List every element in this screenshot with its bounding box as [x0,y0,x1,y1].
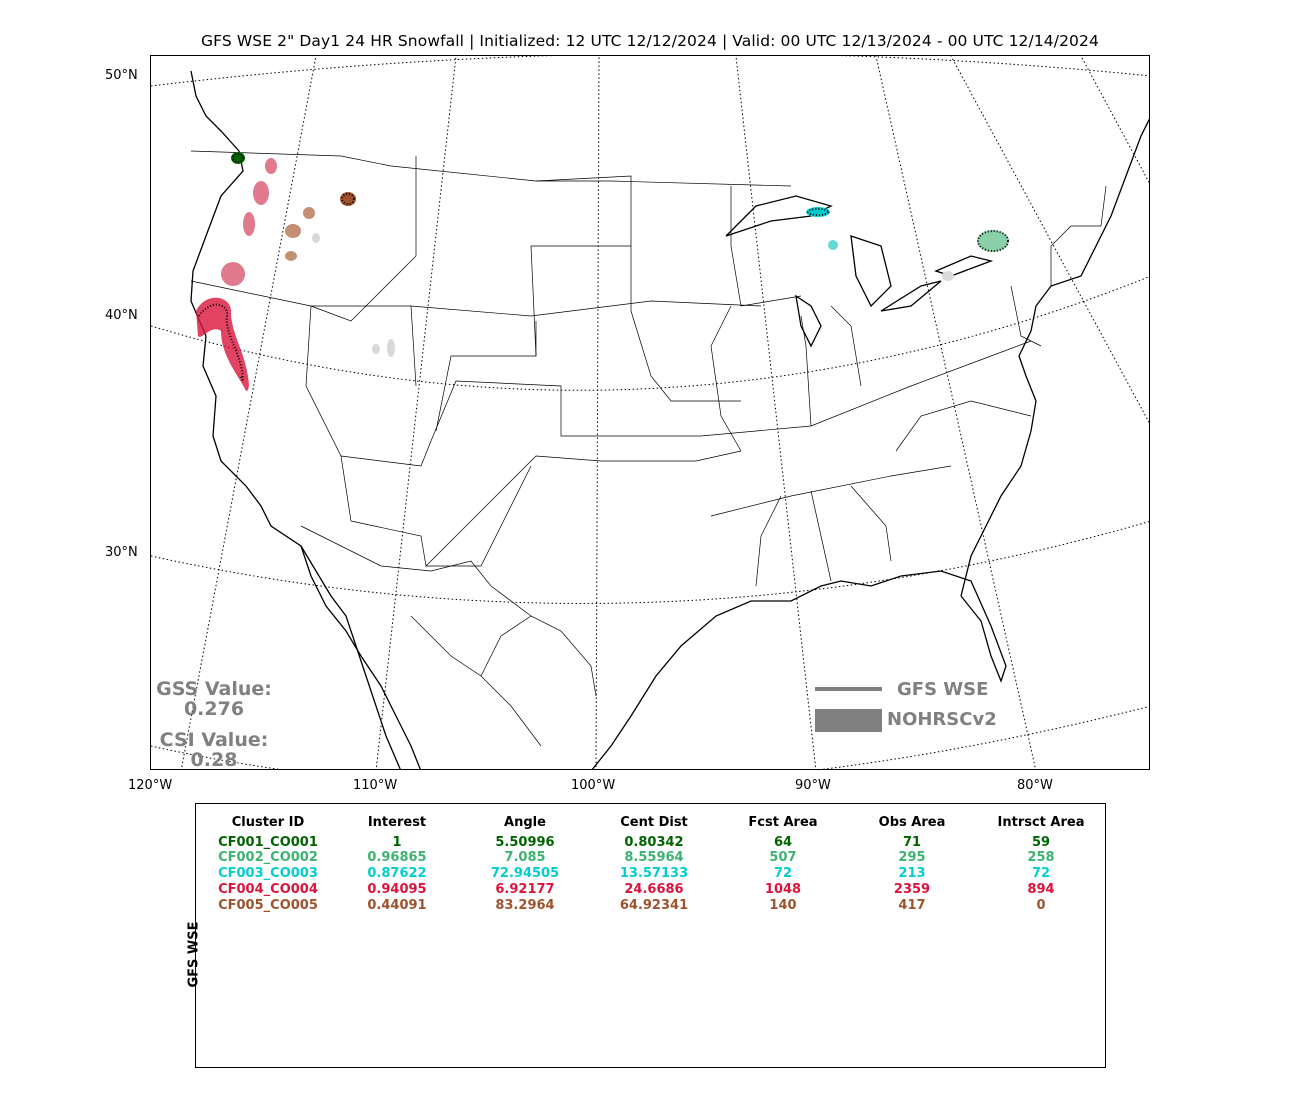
cluster-cf003-extra [828,240,838,250]
lon-label-80: 80°W [1017,778,1053,793]
gss-label: GSS Value: [156,678,272,700]
table-cell: 72 [1031,866,1051,881]
col-header-interest: Interest [367,815,427,830]
table-cell: 2359 [893,882,931,897]
table-cell: 71 [902,835,922,850]
legend-forecast-line [815,687,882,691]
col-header-obs-area: Obs Area [878,815,946,830]
table-cell: CF004_CO004 [218,882,318,897]
table-cell: 0.96865 [367,850,427,865]
cluster-cf004-fcst [198,303,244,381]
col-header-fcst-area: Fcst Area [748,815,818,830]
table-cell: 64.92341 [619,898,689,913]
table-cell: 24.6686 [624,882,684,897]
table-cell: 72 [773,866,793,881]
lon-label-120: 120°W [128,778,173,793]
col-header-intrsct-area: Intrsct Area [997,815,1085,830]
table-cell: 0.94095 [367,882,427,897]
cluster-table [195,803,1106,1068]
table-cell: 0.87622 [367,866,427,881]
table-cell: 13.57133 [619,866,689,881]
table-cell: 417 [898,898,926,913]
mexico-border [300,525,597,747]
table-cell: 83.2964 [495,898,555,913]
col-header-angle: Angle [504,815,546,830]
table-cell: 6.92177 [495,882,555,897]
cluster-cf005-obs [285,207,315,261]
table-cell: CF002_CO002 [218,850,318,865]
legend-observed-patch [815,709,882,732]
cluster-cf005-fcst [341,193,355,205]
table-cell: 0 [1036,898,1046,913]
unmatched-obs-areas [221,158,277,286]
cluster-cf002-obs [977,230,1009,252]
state-borders [190,150,1107,587]
lon-label-90: 90°W [795,778,831,793]
table-cell: 507 [769,850,797,865]
gray-areas [312,233,954,357]
legend-observed-label: NOHRSCv2 [887,709,997,730]
lat-label-50: 50°N [105,68,138,83]
legend-forecast-label: GFS WSE [897,679,989,700]
table-cell: 64 [773,835,793,850]
table-cell: 213 [898,866,926,881]
table-cell: 72.94505 [490,866,560,881]
table-cell: 0.80342 [624,835,684,850]
table-cell: 140 [769,898,797,913]
table-cell: 59 [1031,835,1051,850]
csi-label: CSI Value: [159,729,269,751]
cluster-cf003-fcst [807,208,829,216]
coastline [190,70,1149,769]
table-cell: 8.55964 [624,850,684,865]
csi-value: 0.28 [190,749,238,771]
lat-label-40: 40°N [105,308,138,323]
cluster-cf001-fcst [232,153,244,163]
table-cell: 5.50996 [495,835,555,850]
table-row-label: GFS WSE [186,921,202,988]
table-cell: 1048 [764,882,802,897]
table-cell: CF003_CO003 [218,866,318,881]
cluster-cf003-obs [806,207,830,217]
table-cell: 7.085 [504,850,546,865]
lon-label-110: 110°W [353,778,398,793]
cluster-cf004-obs [196,297,249,391]
table-cell: 0.44091 [367,898,427,913]
table-cell: CF001_CO001 [218,835,318,850]
col-header-cent-dist: Cent Dist [620,815,688,830]
us-snowfall-map [151,56,1149,769]
map-panel [150,55,1150,770]
gss-value: 0.276 [183,698,245,720]
lon-label-100: 100°W [571,778,616,793]
table-cell: 894 [1027,882,1055,897]
map-title: GFS WSE 2" Day1 24 HR Snowfall | Initial… [201,32,1099,50]
table-cell: 258 [1027,850,1055,865]
table-cell: 295 [898,850,926,865]
col-header-cluster-id: Cluster ID [231,815,305,830]
table-cell: 1 [392,835,402,850]
lat-label-30: 30°N [105,545,138,560]
cluster-cf002-fcst [977,230,1009,252]
table-cell: CF005_CO005 [218,898,318,913]
graticule [151,56,1149,769]
